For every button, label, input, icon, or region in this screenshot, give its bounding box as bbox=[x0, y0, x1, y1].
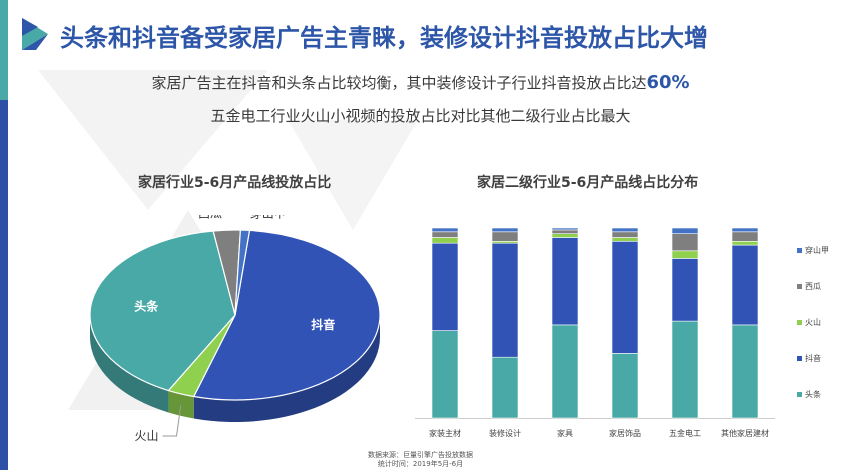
legend-swatch bbox=[797, 320, 802, 325]
legend-item-huoshan: 火山 bbox=[797, 317, 821, 327]
legend-label: 火山 bbox=[805, 317, 821, 327]
bar-segment-chuanshanjia bbox=[431, 227, 459, 233]
pie-label-douyin: 抖音 bbox=[311, 317, 335, 332]
x-tick-label: 家装主材 bbox=[429, 428, 461, 438]
bar-series bbox=[431, 227, 759, 419]
legend-label: 抖音 bbox=[805, 353, 821, 363]
bar-segment-toutiao bbox=[551, 324, 579, 419]
bar-segment-chuanshanjia bbox=[491, 227, 519, 233]
legend-swatch bbox=[797, 248, 802, 253]
bar-segment-toutiao bbox=[731, 324, 759, 419]
x-tick-label: 装修设计 bbox=[489, 428, 521, 438]
legend-item-xigua: 西瓜 bbox=[797, 282, 821, 291]
bar-segment-huoshan bbox=[731, 240, 759, 246]
legend-label: 西瓜 bbox=[805, 282, 821, 291]
subtitle-line-2: 五金电工行业火山小视频的投放占比对比其他二级行业占比最大 bbox=[210, 107, 631, 125]
left-accent-teal bbox=[0, 0, 8, 100]
bar-segment-xigua bbox=[731, 231, 759, 242]
bar-segment-toutiao bbox=[431, 330, 459, 419]
pie-slices bbox=[89, 229, 381, 401]
bar-segment-toutiao bbox=[671, 320, 699, 419]
pie-side-walls bbox=[89, 315, 380, 422]
bar-segment-douyin bbox=[431, 242, 459, 331]
bar-segment-douyin bbox=[491, 242, 519, 358]
subtitle-highlight-value: 60% bbox=[646, 72, 690, 93]
legend-label: 头条 bbox=[805, 389, 821, 399]
bar-segment-douyin bbox=[611, 240, 639, 354]
bar-segment-toutiao bbox=[491, 356, 519, 419]
subtitle-line-1-text: 家居广告主在抖音和头条占比较均衡，其中装修设计子行业抖音投放占比达 bbox=[151, 74, 647, 92]
bar-segment-chuanshanjia bbox=[551, 227, 579, 231]
pie-label-xigua: 西瓜 bbox=[198, 215, 222, 220]
bar-segment-chuanshanjia bbox=[611, 227, 639, 233]
pie-leader-line bbox=[162, 404, 182, 437]
page-title: 头条和抖音备受家居广告主青睐，装修设计抖音投放占比大增 bbox=[60, 24, 708, 52]
x-tick-label: 五金电工 bbox=[669, 428, 701, 438]
bar-segment-huoshan bbox=[551, 233, 579, 238]
pie-label-toutiao: 头条 bbox=[134, 298, 159, 313]
bar-segment-chuanshanjia bbox=[731, 227, 759, 233]
pie-side-huoshan bbox=[168, 390, 194, 419]
legend-item-chuanshanjia: 穿山甲 bbox=[797, 245, 829, 255]
bar-chart-title: 家居二级行业5-6月产品线占比分布 bbox=[477, 175, 699, 191]
bar-segment-xigua bbox=[611, 231, 639, 238]
source-time-note: 统计时间：2019年5月-6月 bbox=[377, 460, 464, 468]
pie-chart-title: 家居行业5-6月产品线投放占比 bbox=[138, 175, 332, 191]
x-tick-label: 其他家居建材 bbox=[721, 428, 769, 438]
bar-segment-chuanshanjia bbox=[671, 227, 699, 234]
bar-segment-huoshan bbox=[611, 237, 639, 242]
bar-segment-douyin bbox=[671, 258, 699, 322]
bar-segment-toutiao bbox=[611, 353, 639, 419]
bar-segment-huoshan bbox=[431, 237, 459, 244]
pie-label-chuanshanjia: 穿山甲 bbox=[250, 215, 286, 220]
legend-label: 穿山甲 bbox=[805, 245, 829, 255]
legend-item-douyin: 抖音 bbox=[797, 353, 821, 363]
logo-icon bbox=[22, 18, 48, 50]
bar-segment-xigua bbox=[491, 231, 519, 242]
left-accent-band bbox=[0, 0, 8, 470]
x-tick-label: 家居饰品 bbox=[609, 428, 641, 438]
subtitle-line-1: 家居广告主在抖音和头条占比较均衡，其中装修设计子行业抖音投放占比达60% bbox=[0, 72, 841, 93]
pie-side-douyin bbox=[193, 315, 380, 422]
pie-label-huoshan: 火山 bbox=[134, 429, 158, 443]
bar-segment-douyin bbox=[731, 244, 759, 326]
source-note: 数据来源：巨量引擎广告投放数据 bbox=[368, 451, 473, 459]
x-tick-label: 家具 bbox=[557, 428, 573, 438]
bar-segment-xigua bbox=[671, 233, 699, 252]
bar-segment-huoshan bbox=[671, 250, 699, 259]
legend-swatch bbox=[797, 392, 802, 397]
legend-swatch bbox=[797, 356, 802, 361]
pie-slice-chuanshanjia bbox=[234, 229, 251, 316]
bar-segment-xigua bbox=[431, 231, 459, 238]
bar-segment-douyin bbox=[551, 237, 579, 326]
legend-item-toutiao: 头条 bbox=[797, 389, 821, 399]
pie-slice-toutiao bbox=[89, 230, 236, 392]
pie-side-toutiao bbox=[89, 315, 169, 413]
bar-segment-xigua bbox=[551, 229, 579, 234]
legend-swatch bbox=[797, 284, 802, 289]
pie-slice-douyin bbox=[192, 229, 381, 401]
